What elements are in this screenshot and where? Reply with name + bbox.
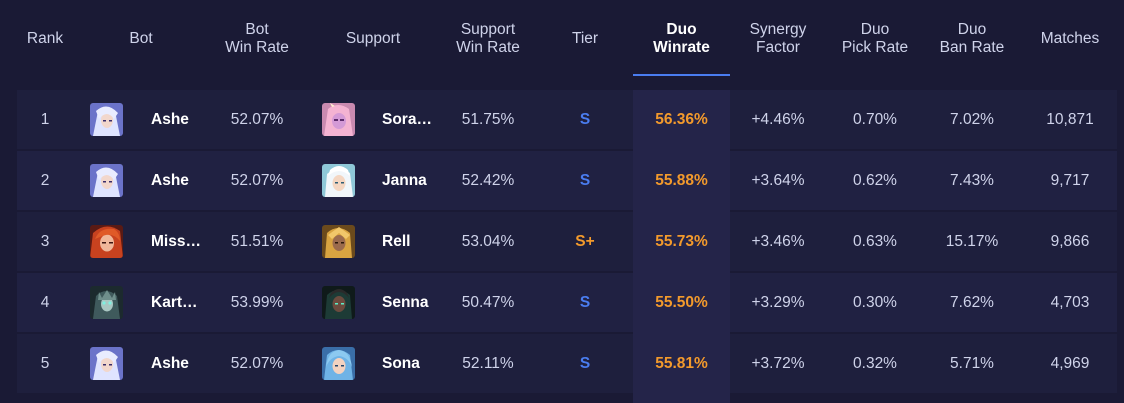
rank-cell: 2 xyxy=(40,171,50,189)
bot-name[interactable]: Ashe xyxy=(151,171,189,189)
support-win-rate: 52.11% xyxy=(462,354,514,372)
sort-indicator xyxy=(633,74,730,76)
support-name[interactable]: Janna xyxy=(382,171,427,189)
header-bot-win-rate[interactable]: Bot Win Rate xyxy=(225,21,289,56)
rell-portrait-icon[interactable] xyxy=(322,225,355,258)
duo-ban-rate: 15.17% xyxy=(945,232,999,250)
header-support[interactable]: Support xyxy=(345,30,401,47)
rank-cell: 1 xyxy=(40,110,50,128)
rank-cell: 3 xyxy=(40,232,50,250)
bot-name[interactable]: Kart… xyxy=(151,293,198,311)
header-synergy-factor[interactable]: Synergy Factor xyxy=(749,21,807,56)
support-name[interactable]: Senna xyxy=(382,293,429,311)
table-row[interactable]: 2 Ashe 52.07% Janna 52.42% S +3.64% 0.62% 7.43% 9… xyxy=(17,151,1117,210)
bot-win-rate: 52.07% xyxy=(230,171,284,189)
header-bot[interactable]: Bot xyxy=(129,30,153,47)
support-win-rate: 51.75% xyxy=(461,110,515,128)
duo-pick-rate: 0.30% xyxy=(853,293,897,311)
matches-count: 9,866 xyxy=(1050,232,1090,250)
bot-win-rate: 53.99% xyxy=(230,293,284,311)
duo-winrate: 55.81% xyxy=(655,354,708,372)
rank-cell: 5 xyxy=(40,354,50,372)
sona-portrait-icon[interactable] xyxy=(322,347,355,380)
duo-winrate-column-highlight xyxy=(633,90,730,403)
support-name[interactable]: Rell xyxy=(382,232,411,250)
synergy-factor: +3.29% xyxy=(751,293,805,311)
tier-badge: S+ xyxy=(575,232,595,250)
duo-ban-rate: 7.43% xyxy=(950,171,994,189)
tier-badge: S xyxy=(579,171,591,189)
duo-winrate: 55.50% xyxy=(655,293,708,311)
duo-pick-rate: 0.32% xyxy=(853,354,897,372)
bot-name[interactable]: Miss… xyxy=(151,232,201,250)
duo-ban-rate: 7.62% xyxy=(950,293,994,311)
soraka-portrait-icon[interactable] xyxy=(322,103,355,136)
bot-win-rate: 52.07% xyxy=(230,354,284,372)
bot-win-rate: 51.51% xyxy=(230,232,284,250)
duo-winrate: 56.36% xyxy=(655,110,708,128)
header-duo-pick-rate[interactable]: Duo Pick Rate xyxy=(841,21,909,56)
support-win-rate: 50.47% xyxy=(461,293,515,311)
matches-count: 4,703 xyxy=(1050,293,1090,311)
header-tier[interactable]: Tier xyxy=(571,30,599,47)
ashe-portrait-icon[interactable] xyxy=(90,347,123,380)
support-name[interactable]: Sora… xyxy=(382,110,432,128)
table-row[interactable]: 3 Miss… 51.51% Rell 53.04% S+ +3.46% 0.63% 15.17… xyxy=(17,212,1117,271)
bot-name[interactable]: Ashe xyxy=(151,110,189,128)
table-row[interactable]: 1 Ashe 52.07% Sora… 51.75% S +4.46% 0.70% 7.02% 1… xyxy=(17,90,1117,149)
duo-pick-rate: 0.70% xyxy=(853,110,897,128)
support-win-rate: 52.42% xyxy=(461,171,515,189)
matches-count: 9,717 xyxy=(1050,171,1090,189)
header-duo-ban-rate[interactable]: Duo Ban Rate xyxy=(939,21,1005,56)
table-row[interactable]: 5 Ashe 52.07% Sona 52.11% S +3.72% 0.32% 5.71% 4,… xyxy=(17,334,1117,393)
bot-name[interactable]: Ashe xyxy=(151,354,189,372)
senna-portrait-icon[interactable] xyxy=(322,286,355,319)
tier-badge: S xyxy=(579,354,591,372)
tier-badge: S xyxy=(579,293,591,311)
matches-count: 10,871 xyxy=(1046,110,1094,128)
karthus-portrait-icon[interactable] xyxy=(90,286,123,319)
matches-count: 4,969 xyxy=(1050,354,1090,372)
ashe-portrait-icon[interactable] xyxy=(90,164,123,197)
synergy-factor: +4.46% xyxy=(751,110,805,128)
header-matches[interactable]: Matches xyxy=(1040,30,1100,47)
miss-fortune-portrait-icon[interactable] xyxy=(90,225,123,258)
synergy-factor: +3.64% xyxy=(751,171,805,189)
header-support-win-rate[interactable]: Support Win Rate xyxy=(456,21,520,56)
ashe-portrait-icon[interactable] xyxy=(90,103,123,136)
synergy-factor: +3.46% xyxy=(751,232,805,250)
duo-winrate: 55.88% xyxy=(655,171,708,189)
duo-pick-rate: 0.62% xyxy=(853,171,897,189)
duo-pick-rate: 0.63% xyxy=(853,232,897,250)
table-header: Rank Bot Bot Win Rate Support Support Wi… xyxy=(0,0,1124,90)
header-rank[interactable]: Rank xyxy=(26,30,64,47)
duo-winrate: 55.73% xyxy=(655,232,708,250)
synergy-factor: +3.72% xyxy=(751,354,805,372)
rank-cell: 4 xyxy=(40,293,50,311)
bot-win-rate: 52.07% xyxy=(230,110,284,128)
support-win-rate: 53.04% xyxy=(461,232,515,250)
janna-portrait-icon[interactable] xyxy=(322,164,355,197)
header-duo-winrate[interactable]: Duo Winrate xyxy=(653,21,710,56)
support-name[interactable]: Sona xyxy=(382,354,420,372)
table-row[interactable]: 4 Kart… 53.99% Senna 50.47% S +3.29% 0.30% 7.62%… xyxy=(17,273,1117,332)
duo-ban-rate: 5.71% xyxy=(950,354,994,372)
duo-ban-rate: 7.02% xyxy=(950,110,994,128)
tier-badge: S xyxy=(579,110,591,128)
